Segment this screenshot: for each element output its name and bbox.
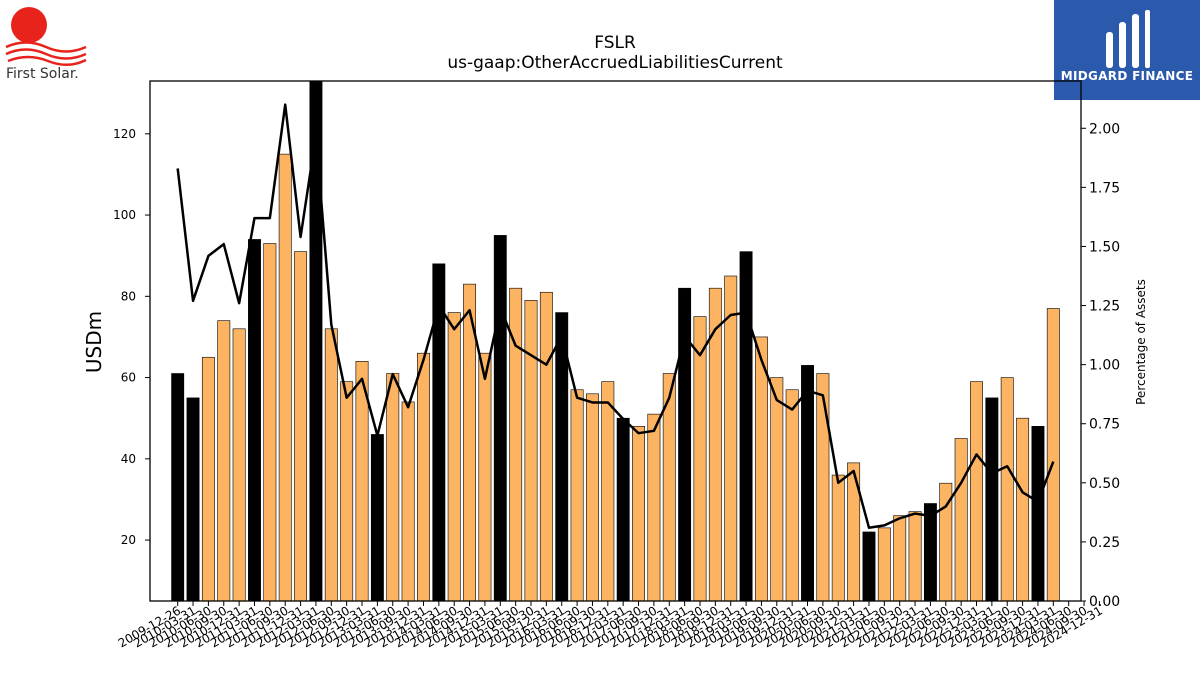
logo-wave-3 bbox=[7, 55, 87, 66]
bar-2017-09-30 bbox=[647, 413, 661, 602]
y-tick-label: 120 bbox=[113, 127, 136, 141]
midgard-finance-logo: MIDGARD FINANCE bbox=[1054, 0, 1200, 100]
bar-2023-09-30 bbox=[1016, 417, 1030, 602]
y-tick-label: 40 bbox=[121, 452, 136, 466]
bar-2010-09-30 bbox=[217, 320, 231, 602]
y-tick-label: 20 bbox=[121, 533, 136, 547]
y-tick-label: 100 bbox=[113, 208, 136, 222]
bar-2010-12-31 bbox=[232, 328, 246, 602]
bar-2020-03-31 bbox=[801, 365, 814, 602]
bar-2019-03-31 bbox=[739, 251, 753, 602]
first-solar-logo: First Solar. bbox=[5, 7, 87, 82]
chart-subtitle: us-gaap:OtherAccruedLiabilitiesCurrent bbox=[447, 53, 783, 73]
y-axis-ticks: 20 40 60 80 100 120 bbox=[113, 127, 150, 547]
bar-2016-09-30 bbox=[586, 393, 599, 602]
y2-axis-label: Percentage of Assets bbox=[1134, 279, 1148, 405]
bar-2023-06-30 bbox=[1000, 377, 1014, 602]
line-series bbox=[176, 103, 1055, 529]
y-tick-label: 80 bbox=[121, 289, 136, 303]
bar-2011-06-30 bbox=[263, 243, 277, 602]
sun-icon bbox=[11, 7, 47, 43]
bar-2020-09-30 bbox=[831, 474, 845, 602]
bar-2019-06-30 bbox=[754, 336, 768, 602]
bar-2015-12-31 bbox=[539, 291, 553, 602]
percentage-of-assets-line bbox=[176, 103, 1055, 529]
bar-2018-06-30 bbox=[693, 316, 707, 602]
bar-2019-09-30 bbox=[770, 377, 784, 602]
bar-2016-06-30 bbox=[570, 389, 584, 602]
y2-tick-label: 0.25 bbox=[1089, 535, 1120, 551]
y-axis-label: USDm bbox=[82, 311, 106, 373]
plot-frame bbox=[149, 80, 1082, 602]
bar-2013-06-30 bbox=[386, 373, 400, 602]
bar-2023-12-31 bbox=[1031, 426, 1045, 602]
bar-2021-03-31 bbox=[862, 531, 876, 602]
midgard-mark-icon bbox=[1106, 10, 1150, 68]
bar-2013-03-31 bbox=[370, 434, 384, 602]
bar-2022-09-30 bbox=[954, 438, 968, 602]
bar-series bbox=[171, 80, 1060, 602]
x-axis-ticks: 2009-12-262010-03-312010-06-302010-09-30… bbox=[116, 601, 1105, 650]
y2-tick-label: 2.00 bbox=[1089, 121, 1120, 137]
bar-2011-09-30 bbox=[278, 153, 292, 602]
logo-wave-1 bbox=[5, 41, 87, 53]
bar-2014-06-30 bbox=[447, 312, 461, 602]
bar-2014-12-31 bbox=[478, 352, 492, 602]
bar-2022-12-31 bbox=[970, 381, 983, 602]
bar-2010-03-31 bbox=[186, 397, 200, 602]
y2-tick-label: 0.50 bbox=[1089, 476, 1120, 492]
y2-tick-label: 1.50 bbox=[1089, 239, 1120, 255]
bar-2015-03-31 bbox=[493, 235, 507, 602]
y2-axis-ticks: 0.00 0.25 0.50 0.75 1.00 1.25 1.50 1.75 2.00 bbox=[1081, 121, 1120, 610]
bar-2024-03-31 bbox=[1046, 308, 1060, 602]
midgard-logo-bg bbox=[1054, 0, 1200, 100]
y2-tick-label: 1.25 bbox=[1089, 299, 1120, 315]
bar-2013-12-31 bbox=[417, 352, 430, 602]
y2-tick-label: 1.00 bbox=[1089, 358, 1120, 374]
bar-2021-06-30 bbox=[877, 527, 891, 602]
logo-wave-2 bbox=[5, 48, 87, 60]
first-solar-wordmark: First Solar. bbox=[6, 66, 79, 82]
y-tick-label: 60 bbox=[121, 371, 136, 385]
chart-title: FSLR bbox=[594, 33, 636, 53]
bar-2011-03-31 bbox=[248, 239, 261, 602]
bar-2021-12-31 bbox=[908, 511, 922, 602]
bar-2019-12-31 bbox=[785, 389, 799, 602]
bar-2015-09-30 bbox=[524, 300, 538, 602]
bar-2023-03-31 bbox=[985, 397, 999, 602]
bar-2017-06-30 bbox=[632, 426, 645, 602]
bar-2016-12-31 bbox=[601, 381, 615, 602]
bar-2022-03-31 bbox=[923, 503, 937, 602]
y2-tick-label: 1.75 bbox=[1089, 180, 1120, 196]
bar-2013-09-30 bbox=[401, 401, 415, 602]
bar-2017-03-31 bbox=[616, 417, 630, 602]
midgard-wordmark: MIDGARD FINANCE bbox=[1061, 69, 1193, 83]
bar-2010-06-30 bbox=[201, 356, 215, 602]
y2-tick-label: 0.00 bbox=[1089, 594, 1120, 610]
bar-2012-09-30 bbox=[340, 381, 354, 602]
y2-tick-label: 0.75 bbox=[1089, 417, 1120, 433]
bar-2018-12-31 bbox=[724, 275, 738, 602]
bar-2011-12-31 bbox=[294, 251, 308, 602]
bar-2021-09-30 bbox=[893, 515, 907, 602]
bar-2009-12-26 bbox=[171, 373, 185, 602]
bar-2012-06-30 bbox=[324, 328, 338, 602]
bar-2020-06-30 bbox=[816, 373, 830, 602]
